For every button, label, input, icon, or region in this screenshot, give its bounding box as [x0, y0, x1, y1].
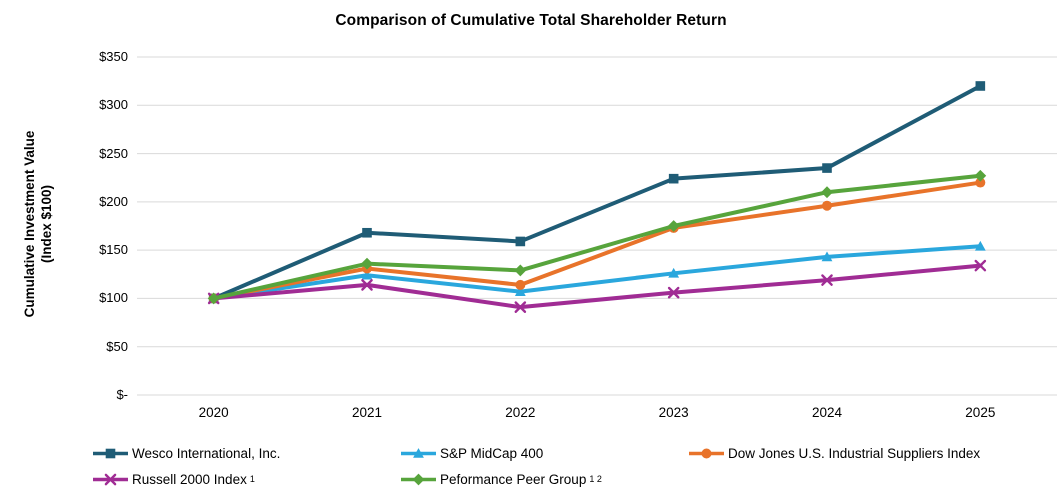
data-point-marker	[974, 259, 987, 272]
data-point-marker	[821, 186, 833, 199]
legend-footnote-marker: 1 2	[589, 474, 602, 484]
data-point-marker	[974, 240, 986, 251]
data-point-marker	[104, 473, 117, 485]
data-point-marker	[701, 448, 712, 458]
legend-label: Dow Jones U.S. Industrial Suppliers Inde…	[728, 445, 981, 461]
y-tick-label: $200	[99, 193, 128, 209]
x-tick-label: 2025	[965, 405, 996, 420]
data-point-marker	[974, 169, 987, 182]
series-line-russell-2000-index	[211, 263, 983, 310]
x-tick-label: 2024	[811, 405, 843, 420]
y-tick-label: $250	[99, 145, 128, 161]
data-point-marker	[667, 286, 680, 299]
data-point-marker	[361, 279, 373, 291]
data-point-marker	[361, 269, 373, 280]
legend-item-s-p-midcap-400: S&P MidCap 400	[400, 444, 543, 462]
legend-marker	[93, 473, 128, 485]
y-tick-label: $100	[99, 290, 128, 306]
legend-marker	[401, 473, 436, 485]
data-point-marker	[515, 279, 526, 290]
legend-item-wesco-international-inc: Wesco International, Inc.	[92, 444, 280, 462]
y-tick-label: $350	[99, 49, 128, 64]
data-point-marker	[975, 177, 986, 188]
series-line-s-p-midcap-400	[211, 244, 983, 301]
chart-title: Comparison of Cumulative Total Sharehold…	[335, 12, 727, 29]
data-point-marker	[514, 301, 527, 313]
data-point-marker	[975, 81, 986, 91]
data-point-marker	[821, 274, 833, 286]
legend-marker	[93, 448, 128, 458]
data-point-marker	[821, 251, 833, 262]
y-tick-label: $300	[99, 97, 128, 113]
data-point-marker	[667, 220, 680, 232]
data-point-marker	[413, 447, 424, 458]
data-point-marker	[822, 200, 832, 211]
legend-item-dow-jones-u-s-industrial-suppliers-index: Dow Jones U.S. Industrial Suppliers Inde…	[688, 444, 980, 462]
legend-label: Russell 2000 Index	[132, 471, 247, 487]
legend-item-russell-2000-index: Russell 2000 Index 1	[92, 470, 255, 488]
data-point-marker	[362, 227, 372, 238]
data-point-marker	[412, 473, 425, 485]
x-tick-label: 2023	[658, 405, 689, 420]
data-point-marker	[668, 173, 679, 184]
legend-item-peformance-peer-group: Peformance Peer Group 1 2	[400, 470, 602, 488]
data-point-marker	[822, 163, 832, 173]
legend-label: Wesco International, Inc.	[132, 445, 281, 461]
legend-footnote-marker: 1	[249, 474, 255, 484]
data-point-marker	[515, 236, 526, 247]
y-tick-label: $-	[116, 387, 128, 402]
series-line-dow-jones-u-s-industrial-suppliers-index	[211, 180, 983, 301]
x-tick-label: 2022	[505, 405, 536, 420]
data-point-marker	[514, 264, 527, 277]
data-point-marker	[207, 292, 220, 305]
legend-label: Peformance Peer Group	[440, 471, 587, 487]
data-point-marker	[514, 286, 526, 296]
data-point-marker	[105, 448, 116, 458]
series-line-wesco-international-inc	[211, 83, 983, 301]
x-tick-label: 2021	[351, 405, 383, 420]
legend-marker	[401, 447, 436, 458]
series-line-peformance-peer-group	[211, 173, 983, 301]
x-tick-label: 2020	[198, 405, 229, 420]
data-point-marker	[361, 257, 373, 270]
y-tick-label: $150	[99, 242, 128, 258]
legend-label: S&P MidCap 400	[440, 445, 544, 461]
y-tick-label: $50	[106, 338, 128, 354]
legend-marker	[689, 448, 724, 458]
data-point-marker	[668, 267, 680, 278]
